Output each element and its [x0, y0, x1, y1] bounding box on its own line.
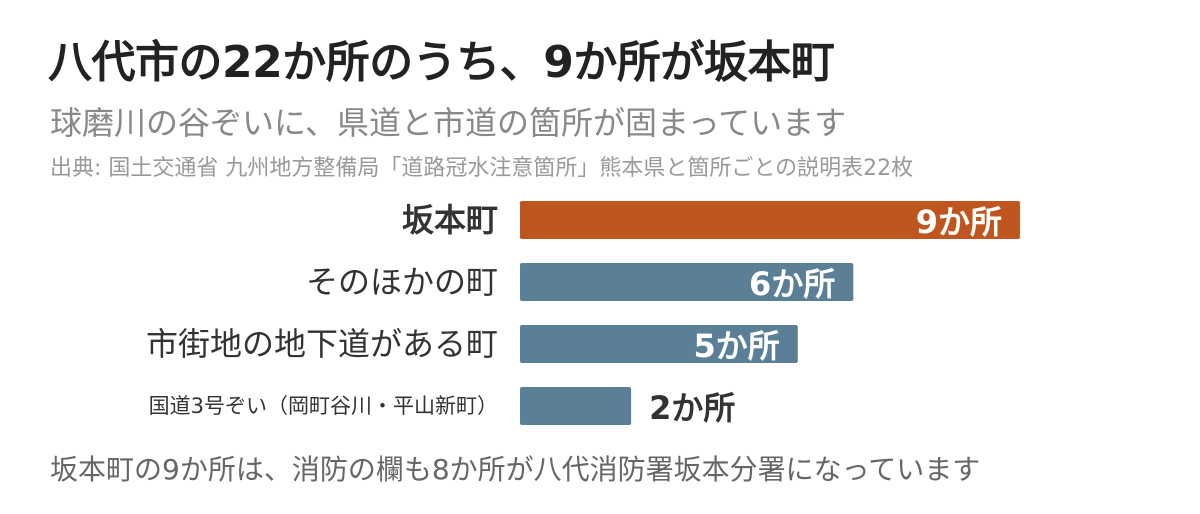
footnote: 坂本町の9か所は、消防の欄も8か所が八代消防署坂本分署になっています	[50, 453, 981, 486]
bar	[520, 201, 1020, 239]
category-label: 市街地の地下道がある町	[146, 325, 498, 363]
bar	[520, 325, 798, 363]
value-label: 9か所	[916, 203, 1002, 241]
bar	[520, 263, 854, 301]
category-label: そのほかの町	[306, 263, 498, 301]
value-label: 6か所	[749, 265, 835, 303]
category-label: 坂本町	[402, 201, 498, 239]
category-label: 国道3号ぞい（岡町谷川・平山新町）	[149, 394, 498, 418]
value-label: 5か所	[693, 327, 779, 365]
bar	[520, 387, 632, 425]
chart-subtitle: 球磨川の谷ぞいに、県道と市道の箇所が固まっています	[50, 104, 847, 142]
chart-title: 八代市の22か所のうち、9か所が坂本町	[48, 37, 835, 88]
value-label: 2か所	[649, 389, 735, 427]
source-note: 出典: 国土交通省 九州地方整備局「道路冠水注意箇所」熊本県と箇所ごとの説明表2…	[50, 156, 914, 181]
